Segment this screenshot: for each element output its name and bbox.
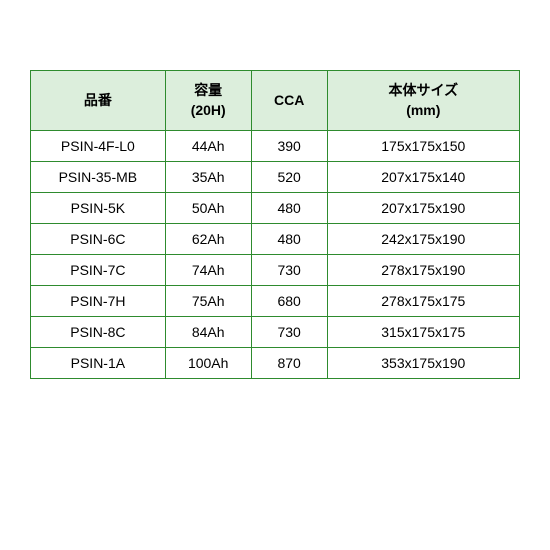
cell-size: 175x175x150 (327, 131, 519, 162)
cell-part: PSIN-7H (31, 286, 166, 317)
cell-size: 315x175x175 (327, 317, 519, 348)
cell-size: 278x175x190 (327, 255, 519, 286)
cell-capacity: 62Ah (165, 224, 251, 255)
table-row: PSIN-1A 100Ah 870 353x175x190 (31, 348, 520, 379)
cell-size: 278x175x175 (327, 286, 519, 317)
table-row: PSIN-7H 75Ah 680 278x175x175 (31, 286, 520, 317)
col-header-cca: CCA (251, 71, 327, 131)
cell-part: PSIN-1A (31, 348, 166, 379)
header-label: CCA (274, 92, 304, 108)
header-sublabel: (mm) (406, 102, 440, 118)
cell-size: 353x175x190 (327, 348, 519, 379)
table-header-row: 品番 容量 (20H) CCA 本体サイズ (mm) (31, 71, 520, 131)
cell-size: 242x175x190 (327, 224, 519, 255)
battery-spec-table: 品番 容量 (20H) CCA 本体サイズ (mm) PSIN-4F-L0 44… (30, 70, 520, 379)
table-row: PSIN-7C 74Ah 730 278x175x190 (31, 255, 520, 286)
cell-capacity: 50Ah (165, 193, 251, 224)
cell-part: PSIN-8C (31, 317, 166, 348)
cell-cca: 730 (251, 255, 327, 286)
cell-cca: 680 (251, 286, 327, 317)
table-row: PSIN-35-MB 35Ah 520 207x175x140 (31, 162, 520, 193)
table-row: PSIN-4F-L0 44Ah 390 175x175x150 (31, 131, 520, 162)
cell-cca: 870 (251, 348, 327, 379)
cell-capacity: 74Ah (165, 255, 251, 286)
cell-cca: 520 (251, 162, 327, 193)
header-sublabel: (20H) (191, 102, 226, 118)
table-body: PSIN-4F-L0 44Ah 390 175x175x150 PSIN-35-… (31, 131, 520, 379)
cell-part: PSIN-7C (31, 255, 166, 286)
cell-part: PSIN-4F-L0 (31, 131, 166, 162)
cell-cca: 730 (251, 317, 327, 348)
cell-size: 207x175x190 (327, 193, 519, 224)
cell-capacity: 44Ah (165, 131, 251, 162)
table-container: 品番 容量 (20H) CCA 本体サイズ (mm) PSIN-4F-L0 44… (0, 0, 550, 379)
cell-size: 207x175x140 (327, 162, 519, 193)
col-header-part: 品番 (31, 71, 166, 131)
table-row: PSIN-8C 84Ah 730 315x175x175 (31, 317, 520, 348)
table-row: PSIN-6C 62Ah 480 242x175x190 (31, 224, 520, 255)
cell-cca: 480 (251, 224, 327, 255)
col-header-size: 本体サイズ (mm) (327, 71, 519, 131)
header-label: 品番 (84, 92, 112, 108)
cell-capacity: 100Ah (165, 348, 251, 379)
cell-cca: 480 (251, 193, 327, 224)
cell-capacity: 84Ah (165, 317, 251, 348)
cell-part: PSIN-6C (31, 224, 166, 255)
header-label: 本体サイズ (389, 82, 459, 98)
cell-cca: 390 (251, 131, 327, 162)
cell-capacity: 75Ah (165, 286, 251, 317)
table-row: PSIN-5K 50Ah 480 207x175x190 (31, 193, 520, 224)
col-header-capacity: 容量 (20H) (165, 71, 251, 131)
cell-part: PSIN-35-MB (31, 162, 166, 193)
cell-capacity: 35Ah (165, 162, 251, 193)
header-label: 容量 (194, 82, 222, 98)
cell-part: PSIN-5K (31, 193, 166, 224)
